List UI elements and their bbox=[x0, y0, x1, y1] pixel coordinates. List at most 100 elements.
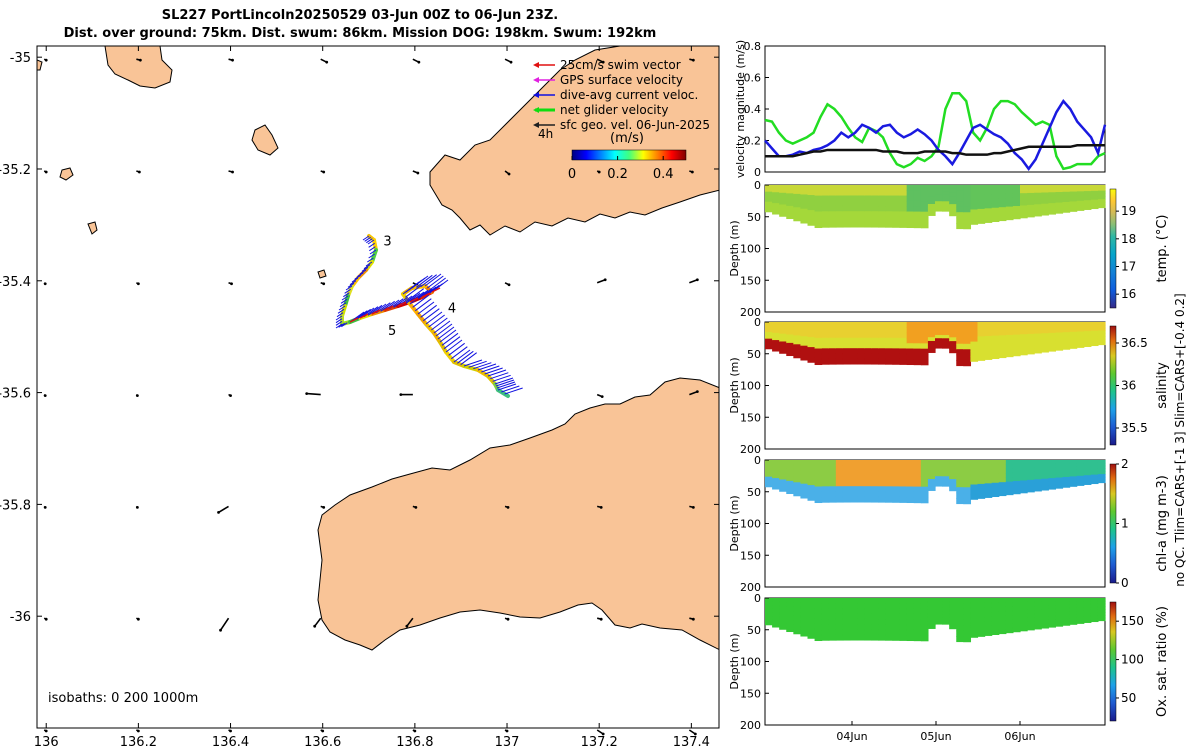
section-cell bbox=[942, 188, 950, 193]
section-cell bbox=[1034, 463, 1042, 469]
section-cell bbox=[935, 188, 943, 193]
section-cell bbox=[906, 222, 915, 229]
section-cell bbox=[864, 195, 872, 202]
section-cell bbox=[1062, 342, 1071, 347]
section-cell bbox=[850, 465, 858, 472]
dive-avg-vector bbox=[437, 326, 455, 340]
legend-label: net glider velocity bbox=[560, 103, 668, 117]
section-cell bbox=[956, 476, 964, 483]
section-cell bbox=[1055, 470, 1064, 475]
section-cell bbox=[793, 198, 802, 204]
section-cell bbox=[956, 185, 964, 192]
dive-avg-vector bbox=[349, 280, 357, 286]
section-cell bbox=[786, 201, 794, 207]
section-cell bbox=[892, 337, 901, 344]
section-cell bbox=[765, 621, 773, 626]
section-cell bbox=[1048, 619, 1057, 624]
legend-arrowhead bbox=[533, 62, 539, 68]
section-cell bbox=[1012, 598, 1021, 603]
section-cell bbox=[1027, 337, 1035, 343]
section-cell bbox=[1083, 194, 1092, 198]
section-cell bbox=[956, 603, 964, 610]
section-cell bbox=[850, 613, 858, 620]
section-cell bbox=[935, 472, 943, 477]
section-cell bbox=[807, 475, 816, 481]
section-cell bbox=[1055, 622, 1064, 627]
dive-avg-vector bbox=[335, 315, 343, 321]
section-cell bbox=[927, 471, 936, 476]
section-cell bbox=[786, 210, 794, 215]
section-cell bbox=[963, 603, 972, 610]
current-arrow-head bbox=[691, 617, 695, 621]
section-cell bbox=[913, 608, 922, 615]
section-cell bbox=[765, 473, 773, 478]
section-cell bbox=[850, 200, 858, 207]
section-cell bbox=[871, 200, 879, 207]
section-cell bbox=[927, 348, 936, 353]
section-cell bbox=[892, 619, 901, 625]
section-cell bbox=[864, 491, 872, 498]
section-cell bbox=[1005, 339, 1014, 345]
section-cell bbox=[935, 466, 943, 471]
section-cell bbox=[885, 211, 894, 218]
current-arrow-head bbox=[325, 60, 329, 64]
section-cell bbox=[1041, 601, 1049, 607]
section-cell bbox=[956, 327, 964, 334]
section-cell bbox=[1020, 614, 1028, 620]
section-cell bbox=[927, 333, 936, 338]
section-cell bbox=[800, 189, 809, 196]
section-cell bbox=[927, 344, 936, 350]
section-cell bbox=[963, 487, 972, 494]
section-cell bbox=[814, 185, 823, 191]
section-cell bbox=[1055, 192, 1064, 197]
section-cell bbox=[765, 476, 773, 481]
section-cell bbox=[998, 620, 1007, 626]
section-cell bbox=[835, 629, 844, 636]
section-cell bbox=[1041, 605, 1049, 610]
section-cell bbox=[892, 470, 901, 477]
section-cell bbox=[835, 470, 844, 477]
section-cell bbox=[998, 198, 1007, 204]
section-cell bbox=[913, 470, 922, 477]
section-cell bbox=[1012, 201, 1021, 207]
section-cell bbox=[906, 460, 915, 466]
section-cell bbox=[913, 486, 922, 493]
section-cell bbox=[1090, 205, 1099, 210]
section-cell bbox=[850, 598, 858, 604]
current-arrow-head bbox=[506, 505, 510, 509]
section-cell bbox=[906, 619, 915, 626]
section-cell bbox=[779, 601, 787, 607]
section-cell bbox=[956, 206, 964, 213]
section-cell bbox=[779, 185, 787, 190]
section-cell bbox=[949, 624, 957, 630]
current-arrow bbox=[596, 279, 606, 284]
section-cell bbox=[1076, 616, 1085, 621]
section-cell bbox=[913, 200, 922, 207]
section-cell bbox=[793, 211, 802, 217]
section-cell bbox=[772, 478, 780, 483]
section-cell bbox=[920, 603, 929, 610]
section-cell bbox=[779, 460, 787, 465]
section-cell bbox=[970, 484, 979, 490]
section-cell bbox=[913, 353, 922, 360]
section-cell bbox=[871, 327, 879, 334]
section-cell bbox=[977, 607, 986, 613]
section-cell bbox=[998, 486, 1007, 492]
section-cell bbox=[779, 487, 787, 492]
section-cell bbox=[899, 481, 908, 488]
island-small-3 bbox=[37, 59, 43, 71]
section-colorbar bbox=[1109, 325, 1117, 446]
section-cell bbox=[1034, 341, 1042, 346]
section-cell bbox=[842, 486, 851, 493]
section-cell bbox=[786, 197, 794, 203]
section-cell bbox=[821, 603, 830, 610]
section-cell bbox=[956, 608, 964, 615]
section-cell bbox=[1083, 188, 1092, 192]
section-cell bbox=[1069, 188, 1078, 193]
swim-vector bbox=[384, 305, 394, 311]
section-cell bbox=[899, 470, 908, 477]
section-cell bbox=[1076, 331, 1085, 336]
section-cell bbox=[1048, 605, 1057, 610]
section-cell bbox=[878, 327, 887, 334]
section-cell bbox=[899, 195, 908, 202]
